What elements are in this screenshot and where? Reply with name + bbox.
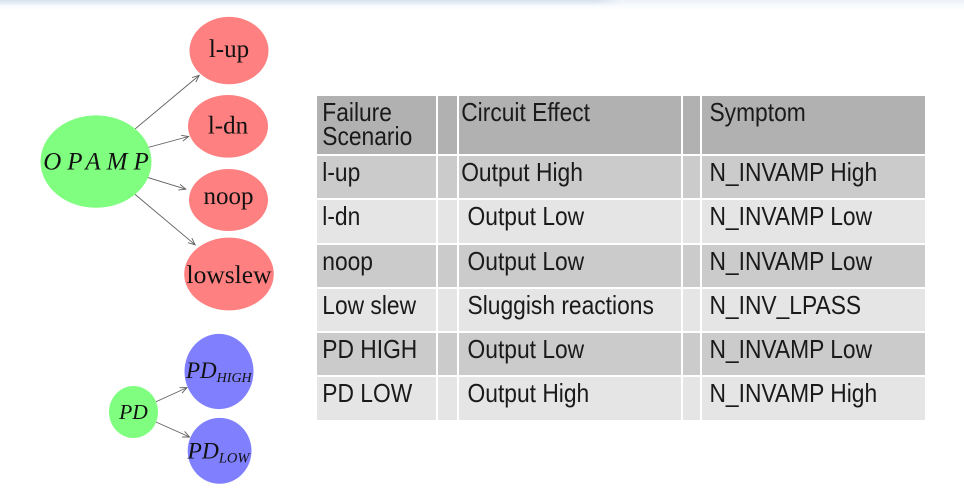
svg-text:lowslew: lowslew bbox=[187, 260, 273, 289]
svg-text:l-dn: l-dn bbox=[208, 113, 249, 140]
svg-text:PD: PD bbox=[118, 400, 148, 424]
svg-text:OPAMP: OPAMP bbox=[43, 149, 154, 176]
svg-text:noop: noop bbox=[204, 183, 254, 210]
svg-text:l-up: l-up bbox=[209, 36, 249, 63]
